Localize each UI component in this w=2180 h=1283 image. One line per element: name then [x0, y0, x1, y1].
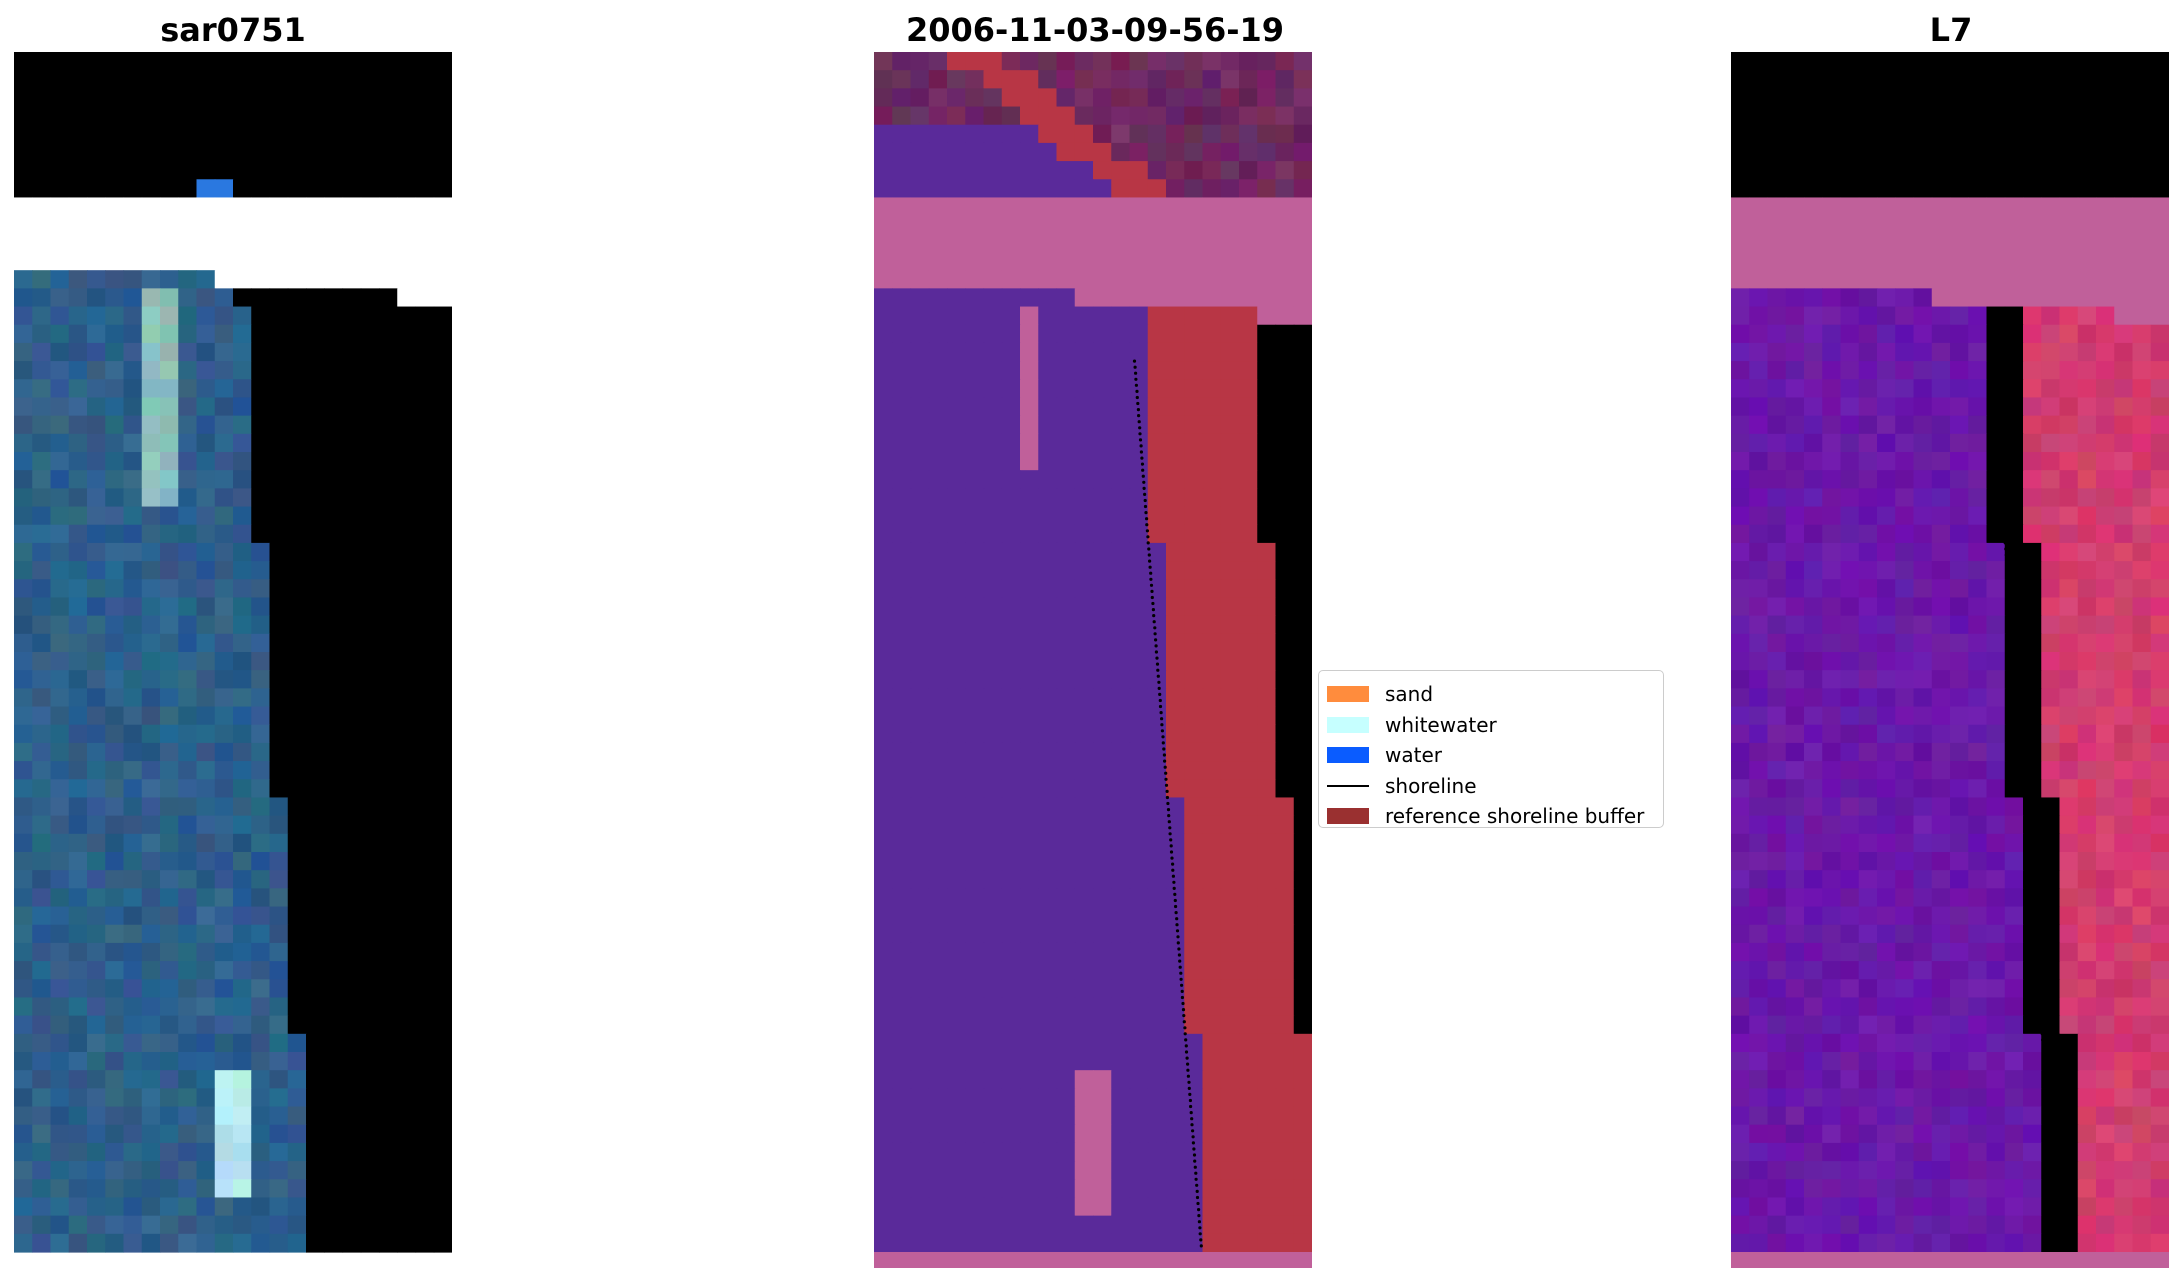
- shoreline-dots: [1989, 359, 2060, 1248]
- classified-image: [874, 52, 1312, 1268]
- rgb-image: [14, 52, 452, 1253]
- legend-item-water: water: [1327, 740, 1655, 771]
- legend-item-whitewater: whitewater: [1327, 710, 1655, 741]
- legend-item-shoreline: shoreline: [1327, 771, 1655, 802]
- index-image-panel: [1731, 52, 2169, 1268]
- panel-title-index: L7: [1929, 11, 1973, 49]
- shoreline-dots: [1132, 359, 1203, 1248]
- legend-label-whitewater: whitewater: [1385, 712, 1497, 737]
- legend-item-sand: sand: [1327, 679, 1655, 710]
- legend-label-sand: sand: [1385, 682, 1434, 707]
- whitewater-swatch: [1327, 716, 1369, 733]
- legend: sand whitewater water shoreline referenc…: [1318, 670, 1664, 828]
- legend-item-reference-shoreline-buffer: reference shoreline buffer: [1327, 801, 1655, 832]
- panel-title-rgb: sar0751: [160, 11, 306, 49]
- shoreline-dots: [272, 359, 343, 1248]
- sand-swatch: [1327, 686, 1369, 703]
- index-image: [1731, 52, 2169, 1268]
- rgb-image-panel: [14, 52, 452, 1268]
- panel-title-classified: 2006-11-03-09-56-19: [905, 11, 1285, 49]
- reference-buffer-swatch: [1327, 808, 1369, 825]
- legend-label-reference-shoreline-buffer: reference shoreline buffer: [1385, 804, 1645, 829]
- water-swatch: [1327, 747, 1369, 764]
- classified-image-panel: [874, 52, 1312, 1268]
- shoreline-line-swatch: [1327, 784, 1369, 787]
- legend-label-shoreline: shoreline: [1385, 773, 1477, 798]
- legend-label-water: water: [1385, 743, 1442, 768]
